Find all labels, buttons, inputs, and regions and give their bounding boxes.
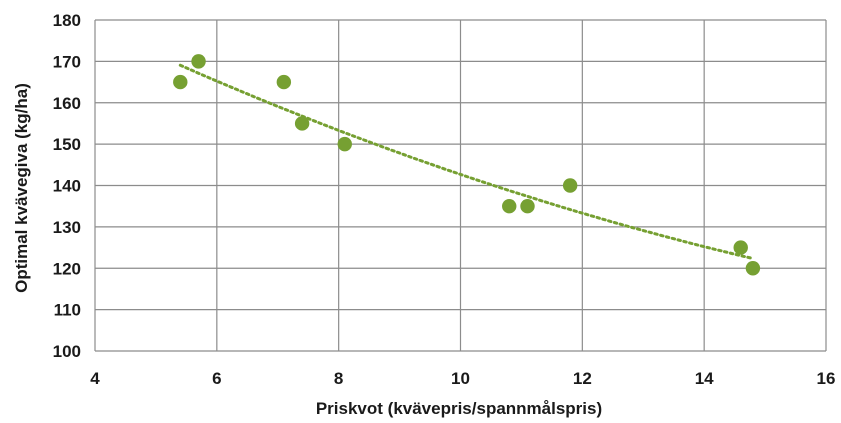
x-tick-label: 10: [451, 369, 470, 388]
data-point: [745, 261, 761, 276]
y-tick-label: 120: [53, 259, 81, 278]
data-point: [337, 136, 352, 152]
data-point: [502, 198, 517, 214]
data-points: [173, 54, 761, 276]
y-tick-label: 100: [53, 342, 81, 361]
x-tick-label: 14: [695, 369, 714, 388]
data-point: [562, 178, 578, 193]
data-point: [191, 54, 206, 69]
data-point: [294, 116, 310, 131]
x-tick-label: 6: [212, 369, 221, 388]
x-tick-label: 4: [90, 369, 100, 388]
x-tick-label: 16: [817, 369, 836, 388]
y-tick-label: 180: [53, 11, 81, 30]
y-tick-label: 110: [54, 301, 81, 320]
x-axis-title: Priskvot (kvävepris/spannmålspris): [316, 399, 602, 418]
trendline: [178, 63, 755, 260]
data-point: [173, 74, 188, 90]
x-tick-label: 8: [334, 369, 343, 388]
grid-lines: [94, 19, 827, 352]
y-tick-label: 150: [53, 135, 81, 154]
data-point: [276, 74, 292, 90]
data-point: [733, 240, 748, 255]
y-tick-label: 140: [53, 177, 81, 196]
data-point: [520, 198, 535, 214]
y-axis-title: Optimal kvävegiva (kg/ha): [12, 83, 31, 293]
y-axis-ticks: 100 110 120 130 140 150 160 170 180: [53, 11, 81, 361]
y-tick-label: 130: [53, 218, 81, 237]
x-tick-label: 12: [573, 369, 592, 388]
y-tick-label: 160: [53, 94, 81, 113]
y-tick-label: 170: [53, 52, 81, 71]
x-axis-ticks: 4 6 8 10 12 14 16: [90, 369, 835, 388]
